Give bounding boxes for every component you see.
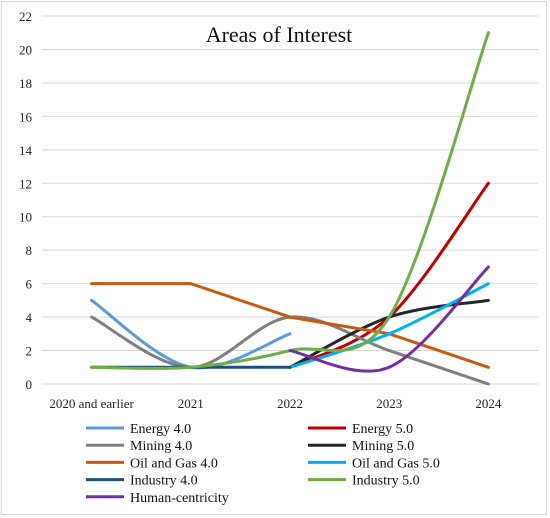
legend-label: Energy 5.0	[352, 422, 413, 437]
y-tick-label: 10	[19, 210, 32, 225]
x-tick-label: 2024	[475, 396, 502, 411]
chart-title: Areas of Interest	[206, 22, 353, 47]
y-tick-label: 8	[26, 243, 33, 258]
legend-label: Human-centricity	[130, 491, 229, 506]
series-line-industry-5-0	[90, 31, 490, 371]
y-tick-label: 4	[26, 310, 33, 325]
y-tick-label: 20	[19, 42, 32, 57]
gridlines	[42, 15, 538, 385]
legend-label: Industry 5.0	[352, 474, 420, 489]
y-tick-label: 12	[19, 176, 32, 191]
y-tick-label: 2	[26, 344, 33, 359]
legend-label: Oil and Gas 5.0	[352, 456, 440, 471]
x-tick-label: 2020 and earlier	[49, 396, 134, 411]
legend-label: Mining 4.0	[130, 439, 192, 454]
y-tick-label: 22	[19, 9, 32, 24]
series-line-oil-and-gas-4-0	[90, 282, 490, 369]
legend: Energy 4.0 Energy 5.0 Mining 4.0 Mining 5.0…	[86, 422, 440, 506]
legend-label: Oil and Gas 4.0	[130, 456, 218, 471]
series-lines	[90, 31, 490, 386]
x-tick-label: 2023	[376, 396, 402, 411]
x-axis-tick-labels: 2020 and earlier 2021 2022 2023 2024	[49, 396, 502, 411]
x-tick-label: 2021	[178, 396, 204, 411]
legend-label: Industry 4.0	[130, 474, 198, 489]
y-tick-label: 18	[19, 76, 32, 91]
series-line-energy-5-0	[288, 181, 490, 369]
y-tick-label: 6	[26, 277, 33, 292]
series-line-human-centricity	[288, 265, 490, 373]
x-tick-label: 2022	[277, 396, 303, 411]
y-axis-tick-labels: 0 2 4 6 8 10 12 14 16 18 20 22	[19, 9, 33, 392]
legend-label: Energy 4.0	[130, 422, 191, 437]
y-tick-label: 16	[19, 109, 33, 124]
y-tick-label: 14	[19, 143, 33, 158]
y-tick-label: 0	[26, 377, 33, 392]
legend-label: Mining 5.0	[352, 439, 414, 454]
